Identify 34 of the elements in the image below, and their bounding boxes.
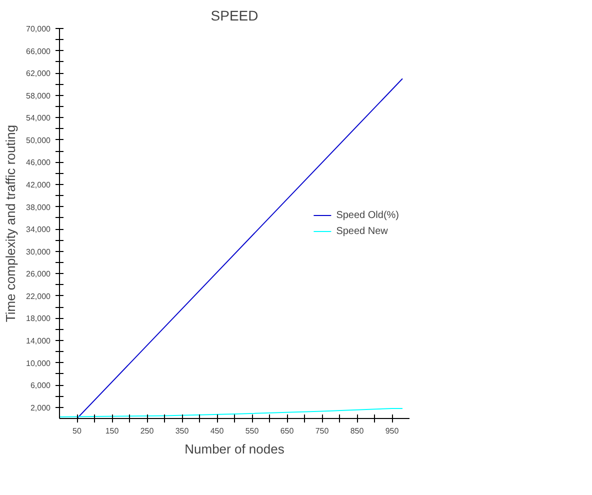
y-tick-label: 46,000 xyxy=(26,158,52,168)
y-tick-label: 50,000 xyxy=(26,136,52,145)
y-tick-label: 10,000 xyxy=(26,358,52,368)
y-tick-label: 34,000 xyxy=(26,225,52,234)
x-tick-label: 850 xyxy=(350,426,364,436)
y-tick-label: 54,000 xyxy=(26,114,52,123)
y-tick-label: 14,000 xyxy=(26,336,52,346)
y-tick-label: 26,000 xyxy=(26,270,52,279)
chart-title: SPEED xyxy=(210,8,258,24)
y-tick-label: 38,000 xyxy=(26,202,52,212)
x-axis-title: Number of nodes xyxy=(184,442,285,456)
y-tick-label: 22,000 xyxy=(26,292,52,301)
x-tick-label: 350 xyxy=(175,426,190,436)
y-tick-label: 6,000 xyxy=(30,381,52,390)
y-tick-label: 18,000 xyxy=(26,314,52,324)
x-tick-label: 650 xyxy=(280,426,294,436)
x-tick-label: 150 xyxy=(105,426,120,436)
y-tick-label: 42,000 xyxy=(26,180,52,190)
y-tick-label: 58,000 xyxy=(26,91,52,100)
y-tick-label: 62,000 xyxy=(26,69,52,78)
x-tick-label: 50 xyxy=(72,426,82,436)
y-tick-label: 2,000 xyxy=(30,403,52,412)
x-tick-label: 750 xyxy=(315,426,330,436)
legend-label: Speed New xyxy=(336,226,388,236)
line-series xyxy=(60,408,403,418)
legend-label: Speed Old(%) xyxy=(336,210,399,220)
y-tick-label: 70,000 xyxy=(26,24,52,34)
y-tick-label: 30,000 xyxy=(26,247,52,256)
x-tick-label: 950 xyxy=(385,426,400,436)
x-tick-label: 250 xyxy=(140,426,154,436)
x-tick-label: 550 xyxy=(245,426,260,436)
y-tick-label: 66,000 xyxy=(26,46,52,56)
x-tick-label: 450 xyxy=(210,426,224,436)
y-axis-title: Time complexity and traffic routing xyxy=(3,124,18,322)
